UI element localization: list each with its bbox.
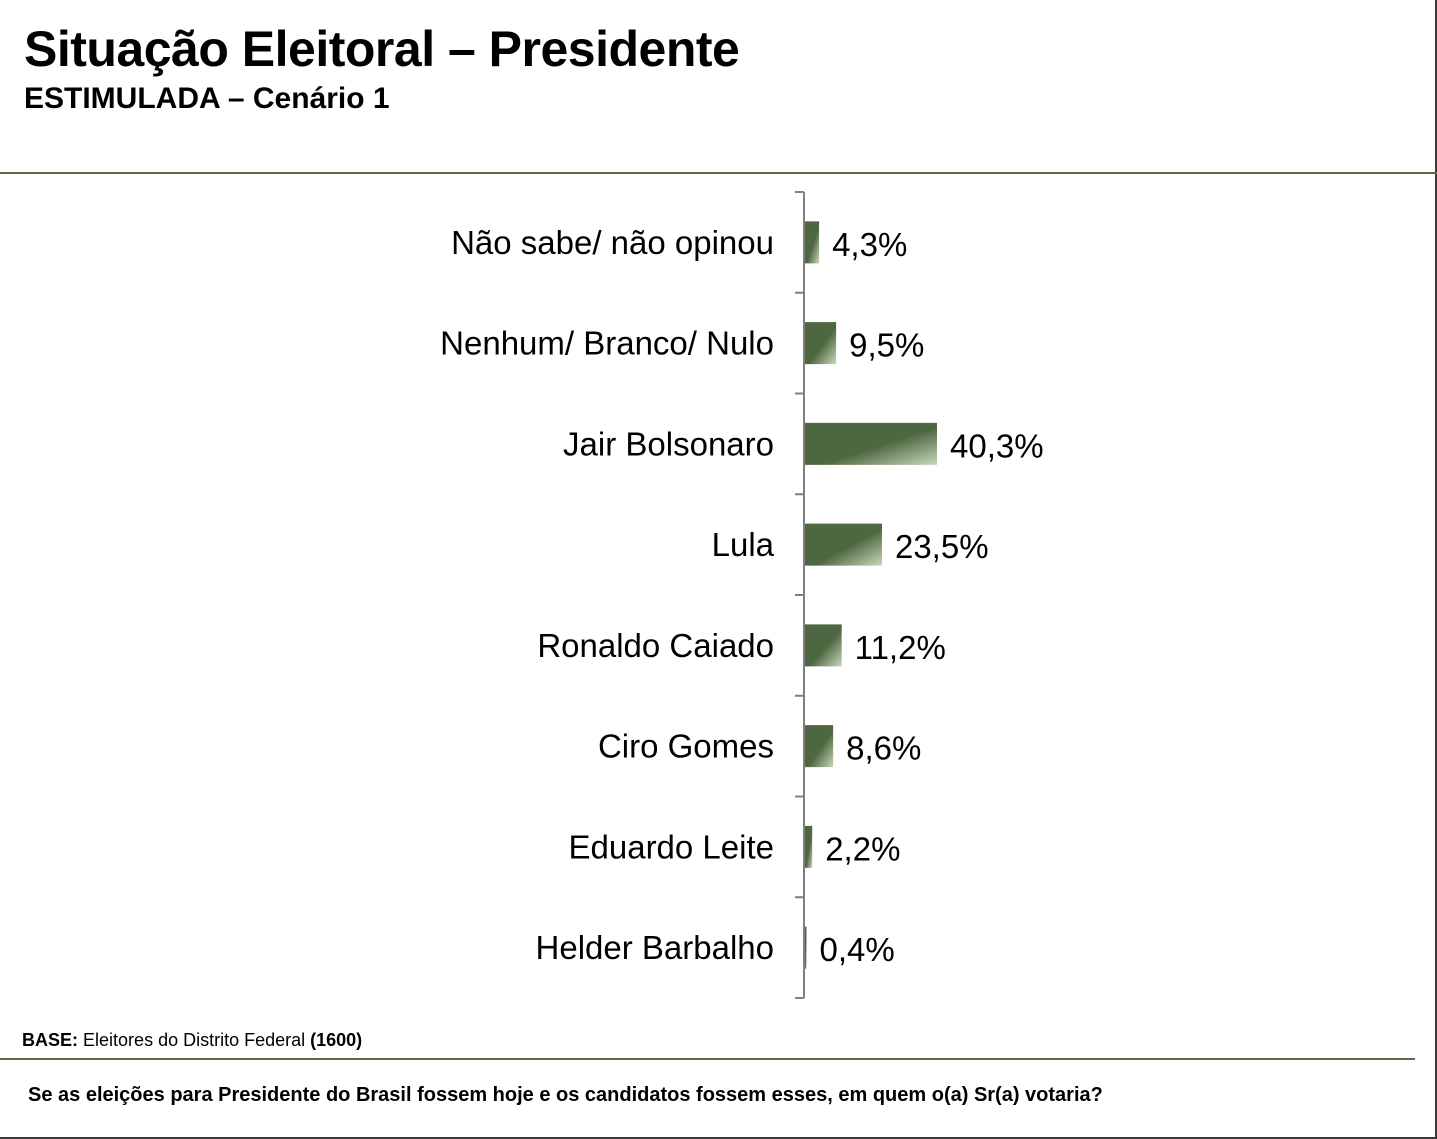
- page-title: Situação Eleitoral – Presidente: [24, 21, 740, 77]
- base-count: (1600): [310, 1030, 363, 1050]
- bar: [805, 523, 882, 566]
- category-label: Helder Barbalho: [536, 929, 774, 966]
- value-label: 40,3%: [950, 427, 1044, 464]
- base-label: BASE:: [22, 1030, 79, 1050]
- bar: [805, 926, 807, 969]
- header-divider: [0, 172, 1437, 174]
- survey-question: Se as eleições para Presidente do Brasil…: [28, 1084, 1103, 1106]
- frame-bottom-border: [0, 1137, 1437, 1139]
- category-label: Ronaldo Caiado: [537, 627, 774, 664]
- base-note: BASE: Eleitores do Distrito Federal (160…: [22, 1030, 362, 1051]
- footer-divider: [0, 1058, 1415, 1060]
- value-label: 0,4%: [820, 931, 895, 968]
- bar: [805, 624, 842, 667]
- category-label: Não sabe/ não opinou: [451, 224, 774, 261]
- page-subtitle: ESTIMULADA – Cenário 1: [24, 82, 390, 115]
- bar: [805, 422, 937, 465]
- chart-plot-area: Não sabe/ não opinou 4,3% Nenhum/ Branco/ …: [440, 191, 1044, 999]
- base-text: Eleitores do Distrito Federal: [83, 1030, 306, 1050]
- value-label: 8,6%: [846, 730, 921, 767]
- category-label: Lula: [712, 526, 775, 563]
- category-label: Nenhum/ Branco/ Nulo: [440, 325, 774, 362]
- value-label: 23,5%: [895, 528, 989, 565]
- category-label: Jair Bolsonaro: [563, 425, 774, 462]
- bar: [805, 221, 820, 264]
- category-label: Ciro Gomes: [598, 728, 774, 765]
- bar: [805, 825, 813, 868]
- value-label: 9,5%: [849, 327, 924, 364]
- frame-right-border: [1435, 0, 1437, 1139]
- bar: [805, 725, 834, 768]
- bar: [805, 322, 837, 365]
- category-label: Eduardo Leite: [569, 828, 775, 865]
- value-label: 11,2%: [855, 629, 946, 666]
- value-label: 2,2%: [825, 830, 900, 867]
- value-label: 4,3%: [832, 226, 907, 263]
